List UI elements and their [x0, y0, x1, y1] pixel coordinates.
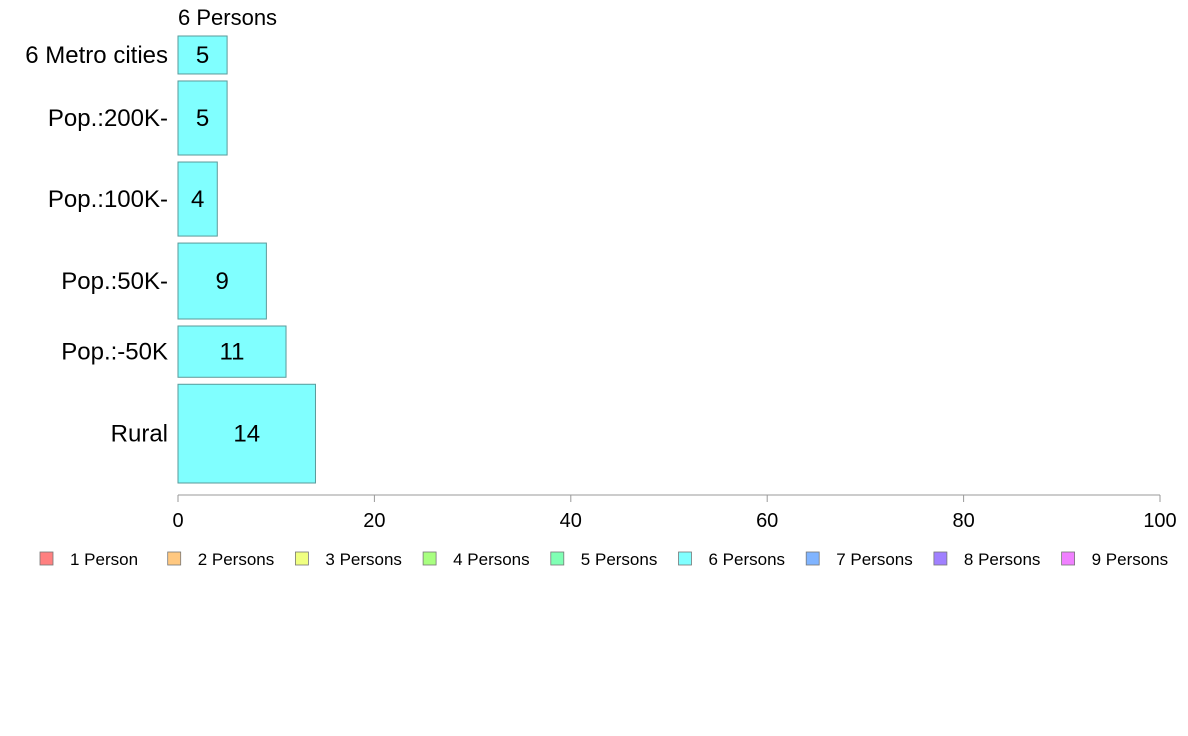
legend-swatch — [422, 551, 437, 566]
legend-swatch — [550, 551, 565, 566]
legend-swatch — [39, 551, 54, 566]
bar — [177, 161, 218, 237]
bar-value-label: 5 — [196, 42, 209, 69]
legend-label: 4 Persons — [453, 550, 530, 569]
x-tick-label: 40 — [560, 510, 582, 532]
legend-swatch — [1061, 551, 1075, 566]
x-tick-label: 80 — [952, 510, 974, 532]
category-label: Pop.:-50K — [61, 339, 168, 366]
legend-label: 9 Persons — [1092, 550, 1169, 569]
category-label: Pop.:100K- — [48, 186, 168, 213]
legend: 1 Person 2 Persons 3 Persons 4 Persons 5 Per… — [39, 550, 1169, 569]
bar-value-label: 5 — [196, 105, 209, 132]
x-tick-label: 100 — [1143, 510, 1176, 532]
x-tick-label: 0 — [172, 510, 183, 532]
bar-value-label: 11 — [220, 339, 245, 366]
x-tick-label: 20 — [363, 510, 385, 532]
legend-label: 7 Persons — [836, 550, 913, 569]
legend-swatch — [933, 551, 948, 566]
bar — [177, 383, 316, 484]
legend-label: 6 Persons — [709, 550, 786, 569]
category-label: Pop.:50K- — [61, 268, 168, 295]
legend-swatch — [294, 551, 309, 566]
bars-layer: 5 6 Metro cities 5 Pop.:200K- 4 Pop.:100K- 9 Po… — [25, 35, 316, 484]
category-label: 6 Metro cities — [25, 42, 168, 69]
legend-swatch — [167, 551, 182, 566]
panel-title: 6 Persons — [178, 5, 277, 30]
bar — [177, 80, 228, 156]
legend-label: 3 Persons — [325, 550, 402, 569]
x-axis: 0 20 40 60 80 100 — [172, 494, 1177, 532]
bar — [177, 35, 228, 75]
bar — [177, 242, 267, 320]
legend-label: 2 Persons — [198, 550, 275, 569]
bar-value-label: 14 — [233, 421, 260, 448]
bar-value-label: 4 — [191, 186, 204, 213]
x-tick-label: 60 — [756, 510, 778, 532]
bar — [177, 325, 287, 378]
category-label: Pop.:200K- — [48, 105, 168, 132]
legend-swatch — [678, 551, 692, 566]
legend-label: 8 Persons — [964, 550, 1041, 569]
legend-label: 1 Person — [70, 550, 138, 569]
bar-value-label: 9 — [216, 268, 229, 295]
legend-swatch — [805, 551, 820, 566]
legend-label: 5 Persons — [581, 550, 658, 569]
category-label: Rural — [111, 421, 168, 448]
